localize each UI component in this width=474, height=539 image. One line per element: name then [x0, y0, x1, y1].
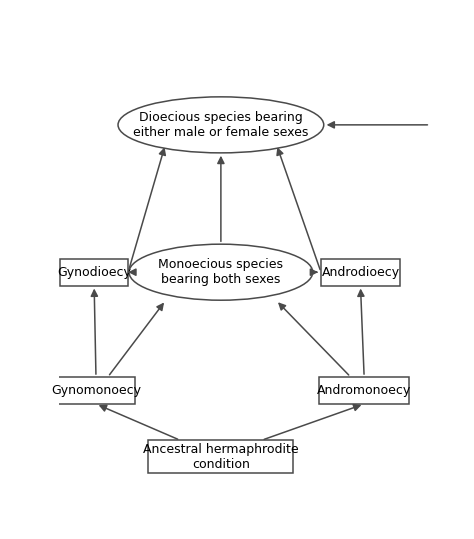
- Text: Gynodioecy: Gynodioecy: [57, 266, 131, 279]
- Text: Dioecious species bearing
either male or female sexes: Dioecious species bearing either male or…: [133, 111, 309, 139]
- Bar: [321, 259, 400, 286]
- Text: Andromonoecy: Andromonoecy: [317, 384, 411, 397]
- Bar: [319, 377, 409, 404]
- Bar: [148, 440, 293, 473]
- Text: Androdioecy: Androdioecy: [321, 266, 400, 279]
- Text: Monoecious species
bearing both sexes: Monoecious species bearing both sexes: [158, 258, 283, 286]
- Bar: [56, 377, 136, 404]
- Text: Gynomonoecy: Gynomonoecy: [51, 384, 141, 397]
- Text: Ancestral hermaphrodite
condition: Ancestral hermaphrodite condition: [143, 443, 299, 471]
- Bar: [60, 259, 128, 286]
